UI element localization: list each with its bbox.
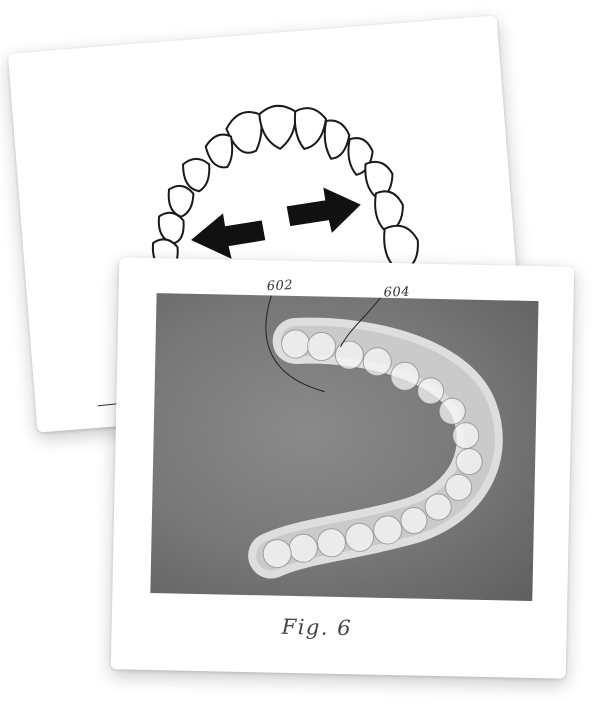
tooth-outline <box>383 224 419 273</box>
tooth-outline <box>157 211 185 245</box>
reference-numeral-602: 602 <box>266 278 294 295</box>
tooth-outline <box>225 111 263 154</box>
tooth-outline <box>167 184 195 218</box>
tooth-outline <box>182 157 211 193</box>
tooth-outline <box>374 190 404 234</box>
tooth-outline <box>204 133 234 169</box>
aligner-photo <box>150 293 539 602</box>
aligner-photo-sheet: 602 604 F <box>110 257 575 679</box>
tooth-outline <box>293 107 328 150</box>
tooth-outline <box>364 160 394 201</box>
figure-caption: Fig. 6 <box>281 614 353 641</box>
clear-aligner-image <box>248 293 503 579</box>
tooth-outline <box>258 104 297 150</box>
double-arrow-icon <box>191 187 361 259</box>
tooth-outline <box>323 119 351 160</box>
